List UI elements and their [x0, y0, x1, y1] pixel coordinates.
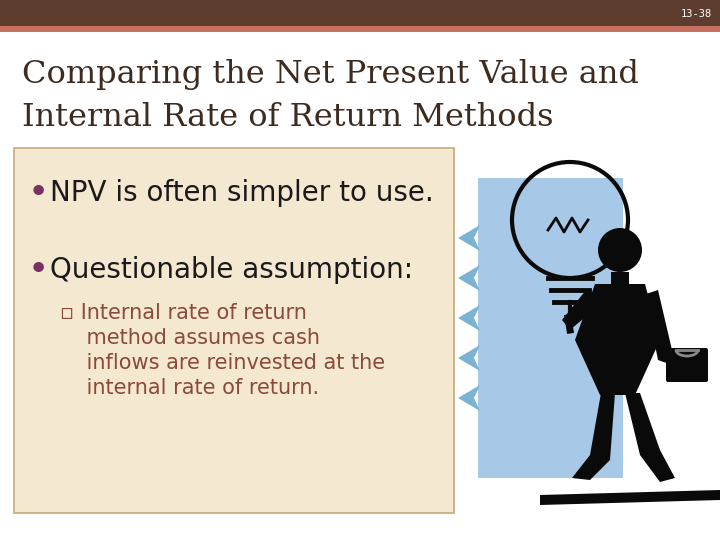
- Text: Internal Rate of Return Methods: Internal Rate of Return Methods: [22, 103, 554, 133]
- Text: Comparing the Net Present Value and: Comparing the Net Present Value and: [22, 59, 639, 91]
- Polygon shape: [572, 393, 615, 480]
- Polygon shape: [562, 290, 598, 330]
- Text: ▫ Internal rate of return: ▫ Internal rate of return: [60, 303, 307, 323]
- Circle shape: [598, 228, 642, 272]
- Bar: [478, 178, 623, 478]
- Polygon shape: [458, 385, 480, 411]
- Text: inflows are reinvested at the: inflows are reinvested at the: [60, 353, 385, 373]
- Polygon shape: [625, 393, 675, 482]
- Text: Questionable assumption:: Questionable assumption:: [50, 256, 413, 284]
- Text: internal rate of return.: internal rate of return.: [60, 378, 319, 398]
- Text: •: •: [28, 253, 49, 287]
- Bar: [611, 272, 629, 284]
- Polygon shape: [458, 225, 480, 251]
- Polygon shape: [575, 284, 660, 395]
- Text: NPV is often simpler to use.: NPV is often simpler to use.: [50, 179, 433, 207]
- FancyBboxPatch shape: [666, 348, 708, 382]
- Text: method assumes cash: method assumes cash: [60, 328, 320, 348]
- Polygon shape: [458, 305, 480, 331]
- Polygon shape: [540, 490, 720, 505]
- Bar: [0, 0, 720, 26]
- Bar: [0, 26, 720, 32]
- Text: •: •: [28, 176, 49, 210]
- Text: 13-38: 13-38: [680, 9, 712, 19]
- Bar: [14, 148, 454, 513]
- Polygon shape: [458, 265, 480, 291]
- Polygon shape: [643, 290, 672, 365]
- Polygon shape: [458, 345, 480, 371]
- Circle shape: [565, 316, 575, 326]
